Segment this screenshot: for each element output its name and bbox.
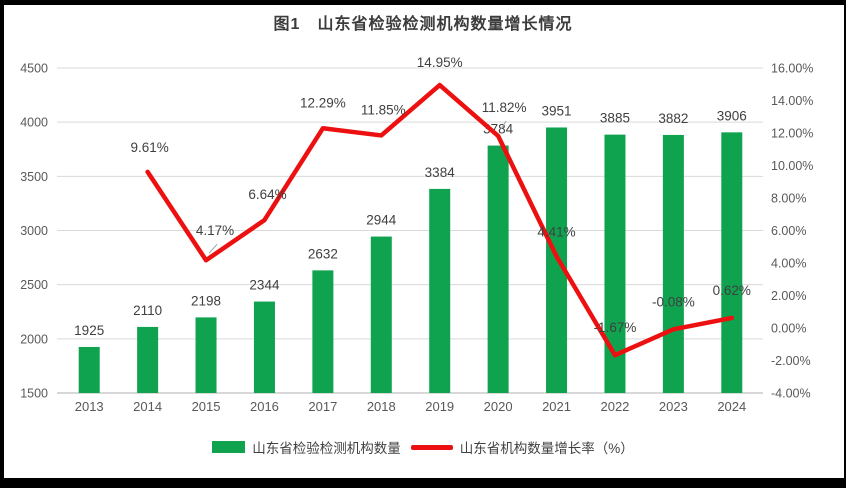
x-axis-label-2017: 2017 (308, 399, 337, 414)
right-axis-tick: 10.00% (771, 159, 813, 173)
right-axis-tick: 16.00% (771, 62, 813, 76)
bar-value-label: 3784 (483, 122, 514, 137)
chart-title: 图1 山东省检验检测机构数量增长情况 (273, 16, 573, 33)
x-axis-label-2024: 2024 (717, 399, 746, 414)
left-axis-tick: 2000 (20, 332, 48, 346)
legend-item-bar-series: 山东省检验检测机构数量 (212, 437, 401, 457)
line-value-label: 4.17% (196, 223, 234, 238)
line-value-label: -1.67% (594, 320, 637, 335)
x-axis-label-2015: 2015 (192, 399, 221, 414)
bar-2017 (312, 270, 334, 393)
bar-value-label: 3384 (425, 165, 456, 180)
left-axis-tick: 3000 (20, 224, 48, 238)
bar-value-label: 2198 (191, 293, 221, 308)
line-value-label: 14.95% (417, 55, 463, 70)
label-leader-line (208, 243, 218, 254)
bar-value-label: 2344 (249, 278, 280, 293)
line-value-label: 0.62% (713, 283, 751, 298)
line-value-label: 11.82% (482, 100, 527, 115)
left-axis-tick: 2500 (20, 278, 48, 292)
bar-value-label: 2944 (366, 213, 397, 228)
bar-2014 (137, 326, 159, 393)
frame-edge-bottom (0, 478, 846, 488)
bar-value-label: 3906 (717, 108, 747, 123)
line-value-label: -0.08% (652, 294, 695, 309)
x-axis-label-2018: 2018 (367, 399, 396, 414)
x-axis-label-2022: 2022 (600, 399, 629, 414)
x-axis-label-2014: 2014 (133, 399, 162, 414)
legend-label-line-series: 山东省机构数量增长率（%） (459, 441, 634, 456)
bar-series-swatch-icon (212, 441, 246, 453)
bar-2022 (604, 134, 626, 393)
bar-2019 (429, 188, 451, 393)
right-axis-tick: 12.00% (771, 127, 813, 141)
bar-2023 (662, 134, 684, 393)
bar-2013 (78, 346, 100, 393)
bar-2020 (487, 145, 509, 393)
left-axis-tick: 3500 (20, 170, 48, 184)
line-value-label: 11.85% (361, 102, 406, 117)
line-value-label: 9.61% (130, 140, 168, 155)
x-axis-label-2019: 2019 (425, 399, 454, 414)
left-axis-tick: 4000 (20, 116, 48, 130)
right-axis-tick: 2.00% (771, 289, 806, 303)
right-axis-tick: -4.00% (771, 387, 811, 401)
right-axis-tick: 0.00% (771, 322, 806, 336)
right-axis-tick: 6.00% (771, 224, 806, 238)
legend-item-line-series: 山东省机构数量增长率（%） (410, 437, 634, 457)
right-axis-tick: -2.00% (771, 354, 811, 368)
bar-2016 (253, 301, 275, 393)
legend-label-bar-series: 山东省检验检测机构数量 (252, 441, 401, 456)
bar-2018 (370, 236, 392, 393)
bar-2015 (195, 317, 217, 393)
line-value-label: 4.41% (537, 224, 575, 239)
growth-rate-line (145, 82, 735, 358)
bar-value-label: 1925 (74, 323, 104, 338)
left-axis-tick: 1500 (20, 387, 48, 401)
frame-edge-top (0, 0, 846, 5)
line-value-label: 12.29% (300, 95, 346, 110)
x-axis-label-2020: 2020 (484, 399, 513, 414)
x-axis-label-2013: 2013 (75, 399, 104, 414)
bar-value-label: 2110 (133, 303, 162, 318)
right-axis-tick: 14.00% (771, 94, 813, 108)
bar-value-label: 3882 (658, 111, 688, 126)
right-axis-tick: 8.00% (771, 192, 806, 206)
line-series-swatch-icon (410, 444, 453, 450)
frame-edge-left (0, 0, 4, 488)
bar-value-label: 3951 (542, 103, 572, 118)
bar-value-label: 2632 (308, 246, 338, 261)
bar-value-label: 3885 (600, 111, 630, 126)
label-leader-line (500, 120, 507, 130)
x-axis-label-2021: 2021 (542, 399, 571, 414)
x-axis-label-2023: 2023 (659, 399, 688, 414)
x-axis-label-2016: 2016 (250, 399, 279, 414)
right-axis-tick: 4.00% (771, 257, 806, 271)
frame-edge-right (844, 0, 846, 488)
bar-2024 (721, 132, 743, 393)
legend: 山东省检验检测机构数量 山东省机构数量增长率（%） (0, 437, 846, 457)
left-axis-tick: 4500 (20, 62, 48, 76)
line-value-label: 6.64% (248, 187, 286, 202)
